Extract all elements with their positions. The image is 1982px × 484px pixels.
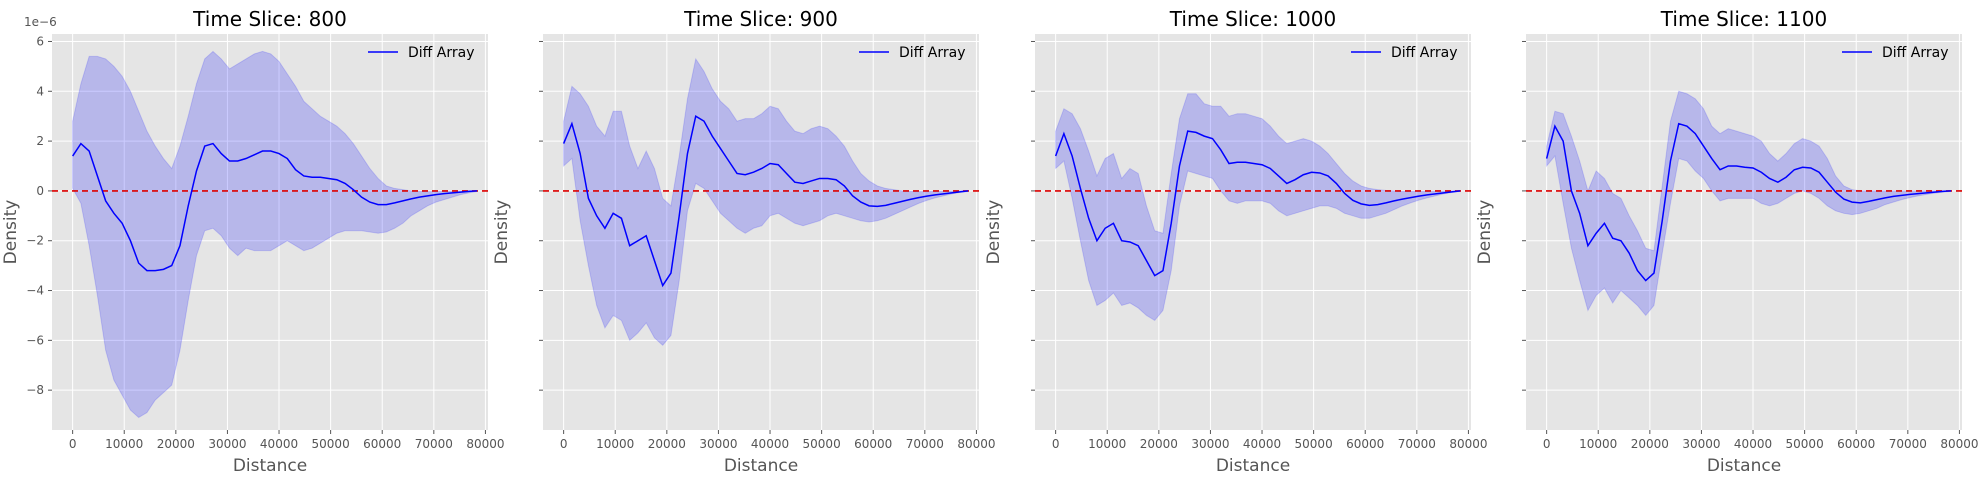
y-tick-label: 6 — [36, 34, 44, 48]
x-tick-label: 70000 — [906, 437, 944, 451]
x-tick-label: 40000 — [1243, 437, 1281, 451]
x-tick-label: 20000 — [1140, 437, 1178, 451]
x-tick-label: 10000 — [1088, 437, 1126, 451]
x-axis-label: Distance — [1707, 456, 1781, 476]
series-line-diff-array — [1054, 130, 1461, 277]
panel-4: 0 10000 20000 30000 40000 50000 60000 70000 8000… — [1475, 7, 1979, 476]
x-axis-label: Distance — [724, 456, 798, 476]
series-line-diff-array — [1545, 122, 1952, 282]
x-tick-label: 30000 — [208, 437, 246, 451]
x-tick-label: 80000 — [466, 437, 504, 451]
x-tick-label: 40000 — [260, 437, 298, 451]
x-tick-label: 10000 — [1579, 437, 1617, 451]
y-tick-label: 2 — [36, 134, 44, 148]
y-tick-label: −4 — [26, 284, 44, 298]
y-offset-label: 1e−6 — [24, 15, 57, 29]
x-axis-label: Distance — [1216, 456, 1290, 476]
legend-label: Diff Array — [1882, 45, 1948, 61]
x-tick-label: 20000 — [1631, 437, 1669, 451]
x-tick-label: 80000 — [1449, 437, 1487, 451]
x-tick-label: 0 — [1052, 437, 1060, 451]
x-tick-label: 60000 — [854, 437, 892, 451]
series-line-diff-array — [562, 115, 969, 288]
x-tick-label: 40000 — [1734, 437, 1772, 451]
x-tick-label: 40000 — [751, 437, 789, 451]
x-tick-label: 0 — [560, 437, 568, 451]
y-tick-label: 0 — [36, 184, 44, 198]
y-tick-label: −6 — [26, 333, 44, 347]
y-tick-label: −2 — [26, 234, 44, 248]
x-tick-label: 10000 — [105, 437, 143, 451]
panel-2: 0 10000 20000 30000 40000 50000 60000 70000 8000… — [492, 7, 996, 476]
x-tick-label: 20000 — [157, 437, 195, 451]
x-tick-label: 80000 — [957, 437, 995, 451]
x-tick-label: 30000 — [1682, 437, 1720, 451]
x-tick-label: 70000 — [1889, 437, 1927, 451]
y-tick-label: 4 — [36, 84, 44, 98]
x-tick-label: 60000 — [1837, 437, 1875, 451]
x-tick-label: 50000 — [1786, 437, 1824, 451]
x-tick-label: 60000 — [363, 437, 401, 451]
legend-label: Diff Array — [408, 45, 474, 61]
y-tick-label: −8 — [26, 383, 44, 397]
x-tick-label: 30000 — [1191, 437, 1229, 451]
panel-3: 0 10000 20000 30000 40000 50000 60000 70000 8000… — [984, 7, 1488, 476]
panel-1: 0 10000 20000 30000 40000 50000 60000 70000 8000… — [1, 7, 505, 476]
chart-title: Time Slice: 900 — [683, 7, 838, 31]
x-tick-label: 10000 — [596, 437, 634, 451]
y-axis-label: Density — [1475, 200, 1495, 265]
legend-label: Diff Array — [899, 45, 965, 61]
x-tick-label: 50000 — [803, 437, 841, 451]
y-axis-label: Density — [492, 200, 512, 265]
chart-title: Time Slice: 1100 — [1660, 7, 1827, 31]
x-axis-label: Distance — [233, 456, 307, 476]
x-tick-label: 70000 — [415, 437, 453, 451]
legend-label: Diff Array — [1391, 45, 1457, 61]
series-line-diff-array — [72, 142, 478, 272]
chart-title: Time Slice: 800 — [192, 7, 347, 31]
y-axis-label: Density — [984, 200, 1004, 265]
x-tick-label: 0 — [1543, 437, 1551, 451]
y-axis-label: Density — [1, 200, 21, 265]
chart-title: Time Slice: 1000 — [1169, 7, 1336, 31]
x-tick-label: 50000 — [1295, 437, 1333, 451]
x-tick-label: 70000 — [1398, 437, 1436, 451]
x-tick-label: 60000 — [1346, 437, 1384, 451]
x-tick-label: 80000 — [1940, 437, 1978, 451]
x-tick-label: 20000 — [648, 437, 686, 451]
x-tick-label: 0 — [69, 437, 77, 451]
x-tick-label: 50000 — [312, 437, 350, 451]
x-tick-label: 30000 — [699, 437, 737, 451]
